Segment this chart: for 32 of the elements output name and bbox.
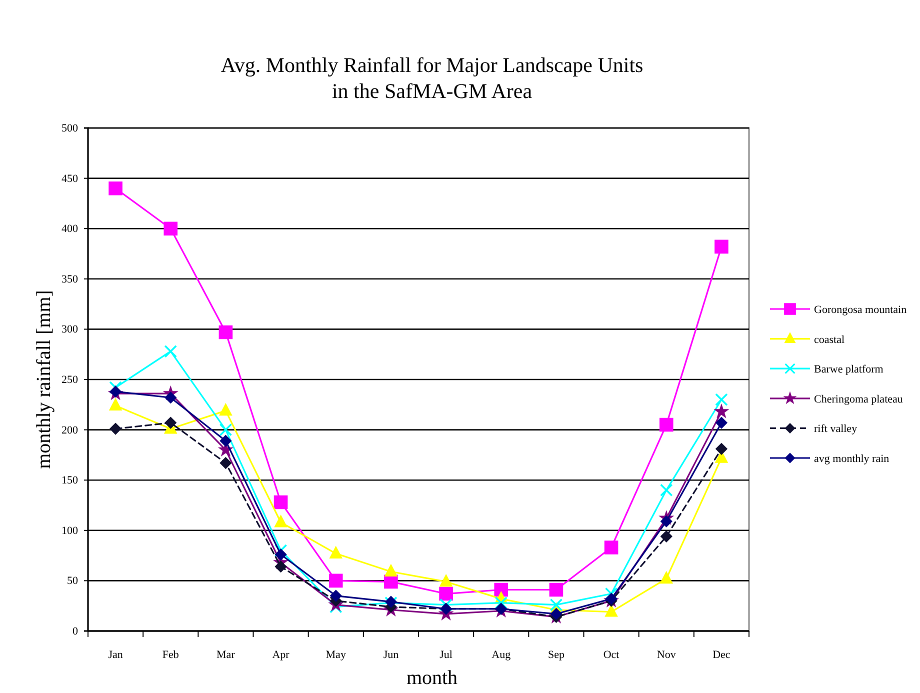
x-tick-label: Mar: [216, 649, 236, 661]
y-tick-label: 250: [62, 374, 78, 386]
x-tick-label: Feb: [162, 649, 180, 661]
x-tick-label: Aug: [492, 649, 512, 661]
x-tick-label: Jul: [440, 649, 452, 661]
x-axis-title: month: [406, 667, 458, 689]
y-tick-label: 0: [72, 626, 78, 638]
legend-label: coastal: [814, 334, 845, 346]
y-tick-label: 450: [62, 172, 78, 185]
x-tick-label: Dec: [712, 649, 730, 661]
y-axis-title: monthly rainfall [mm]: [33, 290, 55, 469]
legend-label: Cheringoma plateau: [814, 393, 904, 406]
x-tick-label: Jun: [383, 649, 400, 661]
x-tick-label: Nov: [656, 649, 676, 661]
chart-title: Avg. Monthly Rainfall for Major Landscape Units in the SafMA-GM Area: [220, 53, 644, 103]
legend-label: Barwe platform: [814, 364, 884, 376]
y-tick-label: 100: [62, 524, 78, 537]
y-tick-label: 300: [62, 324, 78, 336]
x-tick-label: Jan: [108, 649, 124, 661]
x-tick-label: Oct: [603, 649, 620, 661]
x-tick-label: Apr: [272, 649, 290, 661]
y-tick-label: 350: [62, 273, 78, 286]
legend-label: avg monthly rain: [814, 453, 890, 465]
y-tick-label: 200: [62, 424, 78, 436]
x-tick-label: May: [326, 649, 346, 661]
legend-label: Gorongosa mountain: [814, 304, 908, 316]
y-tick-label: 150: [62, 474, 78, 487]
x-tick-label: Sep: [548, 649, 565, 661]
y-tick-label: 50: [67, 575, 78, 588]
legend-label: rift valley: [814, 423, 858, 436]
y-tick-label: 500: [62, 122, 78, 135]
y-tick-label: 400: [62, 223, 78, 236]
